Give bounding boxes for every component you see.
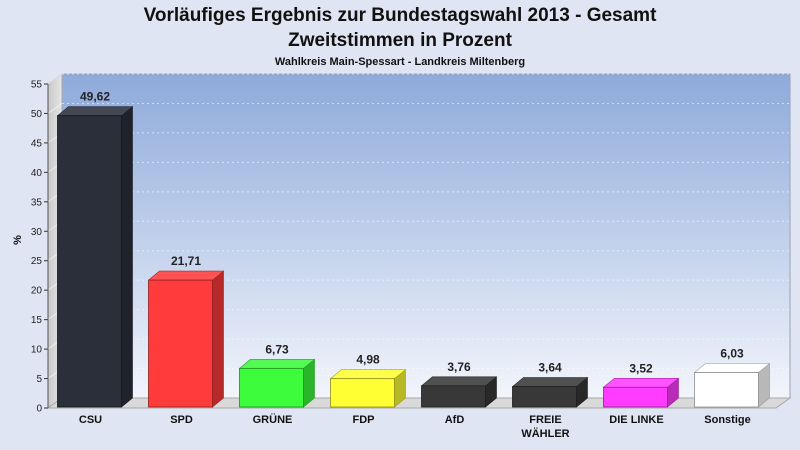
gridline-side bbox=[47, 73, 63, 85]
chart-title-line2: Zweitstimmen in Prozent bbox=[288, 30, 512, 51]
x-tick-label: FDP bbox=[353, 414, 375, 426]
bar-top bbox=[147, 270, 225, 281]
chart-title: Vorläufiges Ergebnis zur Bundestagswahl … bbox=[144, 5, 657, 26]
y-tick-label: 25 bbox=[31, 256, 43, 267]
y-tick-label: 40 bbox=[31, 168, 43, 179]
data-label: 6,73 bbox=[265, 342, 289, 356]
y-tick-label: 20 bbox=[31, 286, 43, 297]
bar-top bbox=[693, 363, 771, 373]
bar bbox=[421, 385, 486, 408]
data-label: 21,71 bbox=[171, 254, 201, 268]
bar-side bbox=[121, 106, 133, 408]
x-tick-label: AfD bbox=[445, 414, 465, 426]
bar-top bbox=[420, 376, 498, 387]
bar-top bbox=[329, 369, 407, 379]
x-tick-label: DIE LINKE bbox=[609, 414, 663, 426]
x-tick-label: SPD bbox=[170, 414, 193, 426]
y-tick-label: 10 bbox=[31, 345, 43, 356]
data-label: 49,62 bbox=[80, 90, 110, 104]
bar-top bbox=[602, 377, 680, 388]
bar-side bbox=[212, 270, 224, 408]
bar bbox=[148, 279, 213, 408]
data-label: 4,98 bbox=[356, 353, 380, 367]
y-tick-label: 15 bbox=[31, 315, 43, 326]
x-tick-label: FREIE WÄHLER bbox=[521, 414, 569, 440]
bar bbox=[512, 386, 577, 408]
data-label: 6,03 bbox=[720, 346, 744, 360]
bar bbox=[57, 115, 122, 408]
y-tick-label: 50 bbox=[31, 109, 43, 120]
y-tick-label: 30 bbox=[31, 227, 43, 238]
data-label: 3,76 bbox=[447, 360, 471, 374]
data-label: 3,52 bbox=[629, 361, 653, 375]
y-axis-label: % bbox=[12, 235, 24, 245]
bar bbox=[603, 386, 668, 408]
bar-top bbox=[238, 359, 316, 369]
x-tick-label: Sonstige bbox=[704, 414, 750, 426]
x-tick-label: CSU bbox=[79, 414, 102, 426]
y-tick-label: 55 bbox=[31, 80, 43, 91]
y-tick-label: 35 bbox=[31, 197, 43, 208]
bar bbox=[330, 378, 395, 408]
bar-top bbox=[56, 106, 134, 116]
bar bbox=[239, 367, 304, 408]
data-label: 3,64 bbox=[538, 361, 562, 375]
plot-area: 0 5 10 15 20 25 30 35 40 45 50 55 49,62 CSU 21,71 SPD 6,… bbox=[31, 73, 792, 440]
y-tick-label: 0 bbox=[36, 404, 42, 415]
x-tick-label: GRÜNE bbox=[253, 413, 293, 426]
chart-subtitle: Wahlkreis Main-Spessart - Landkreis Milt… bbox=[275, 56, 525, 68]
gridline-side bbox=[47, 103, 63, 114]
y-tick-label: 45 bbox=[31, 138, 43, 149]
bar-top bbox=[511, 377, 589, 387]
bar bbox=[694, 372, 759, 408]
y-tick-label: 5 bbox=[36, 374, 42, 385]
